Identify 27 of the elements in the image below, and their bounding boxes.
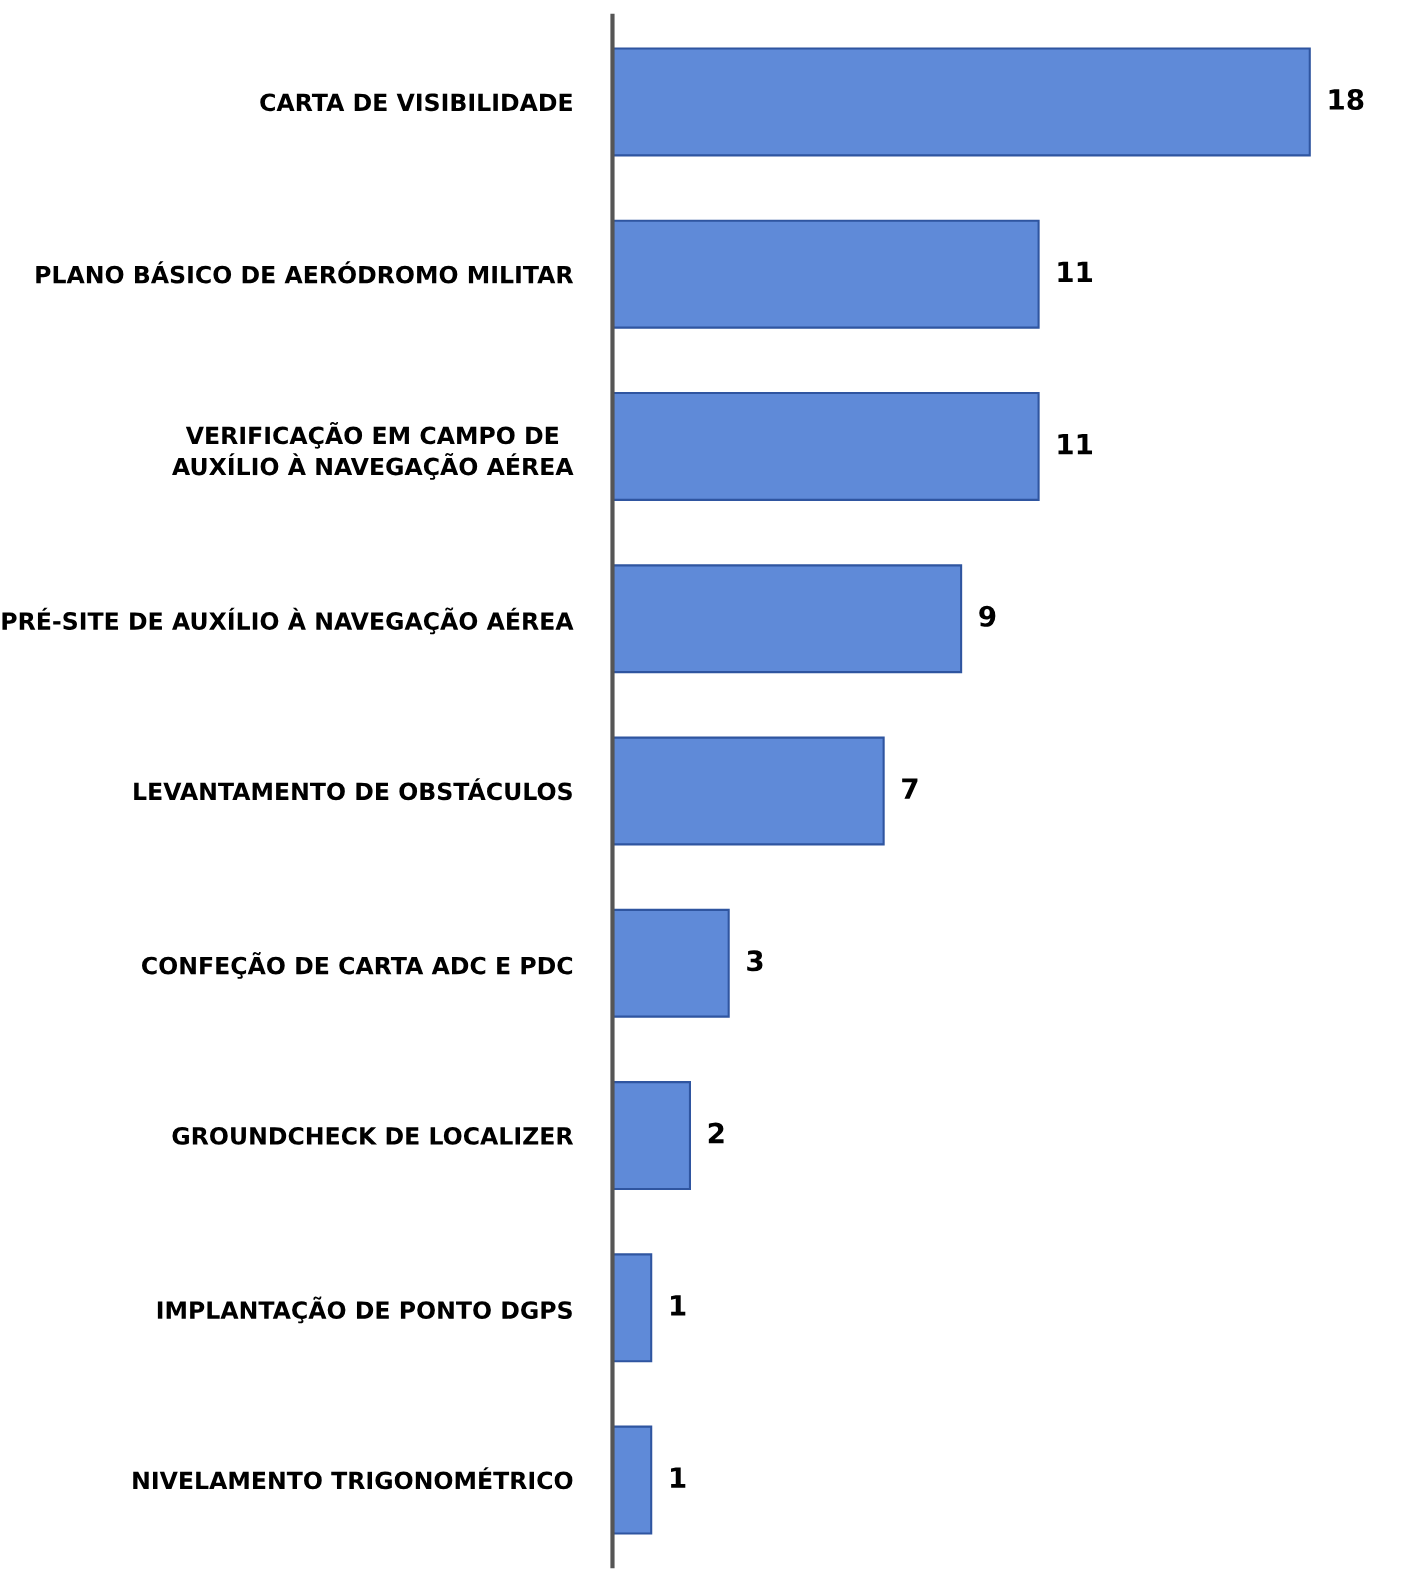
y-tick-label: PLANO BÁSICO DE AERÓDROMO MILITAR <box>36 261 574 284</box>
y-tick-label: GROUNDCHECK DE LOCALIZER <box>172 1126 574 1145</box>
y-tick-label: CARTA DE VISIBILIDADE <box>260 93 572 112</box>
data-label: 1 <box>671 1295 686 1316</box>
bar <box>612 392 1040 501</box>
bar <box>612 564 963 674</box>
bar <box>612 1425 653 1535</box>
y-tick-label: VERIFICAÇÃO EM CAMPO DE AUXÍLIO À NAVEGAÇÃO AÉREA <box>172 421 574 480</box>
bar <box>612 219 1040 329</box>
data-label: 7 <box>902 778 918 799</box>
bar <box>612 736 885 846</box>
y-tick-label: PRÉ-SITE DE AUXÍLIO À NAVEGAÇÃO AÉREA <box>2 607 574 635</box>
bar <box>612 908 730 1018</box>
data-label: 11 <box>1058 433 1093 455</box>
bar <box>612 47 1311 157</box>
data-label: 18 <box>1329 89 1364 111</box>
y-tick-label: LEVANTAMENTO DE OBSTÁCULOS <box>134 778 572 801</box>
data-label: 1 <box>671 1467 686 1488</box>
bar <box>612 1253 653 1363</box>
data-label: 3 <box>747 950 763 972</box>
bar <box>612 1081 691 1190</box>
y-tick-label: NIVELAMENTO TRIGONOMÉTRICO <box>133 1467 573 1490</box>
y-tick-label: CONFEÇÃO DE CARTA ADC E PDC <box>142 952 573 979</box>
data-label: 2 <box>708 1122 724 1144</box>
data-label: 9 <box>979 605 996 627</box>
data-label: 11 <box>1058 261 1093 282</box>
y-tick-label: IMPLANTAÇÃO DE PONTO DGPS <box>157 1296 572 1324</box>
